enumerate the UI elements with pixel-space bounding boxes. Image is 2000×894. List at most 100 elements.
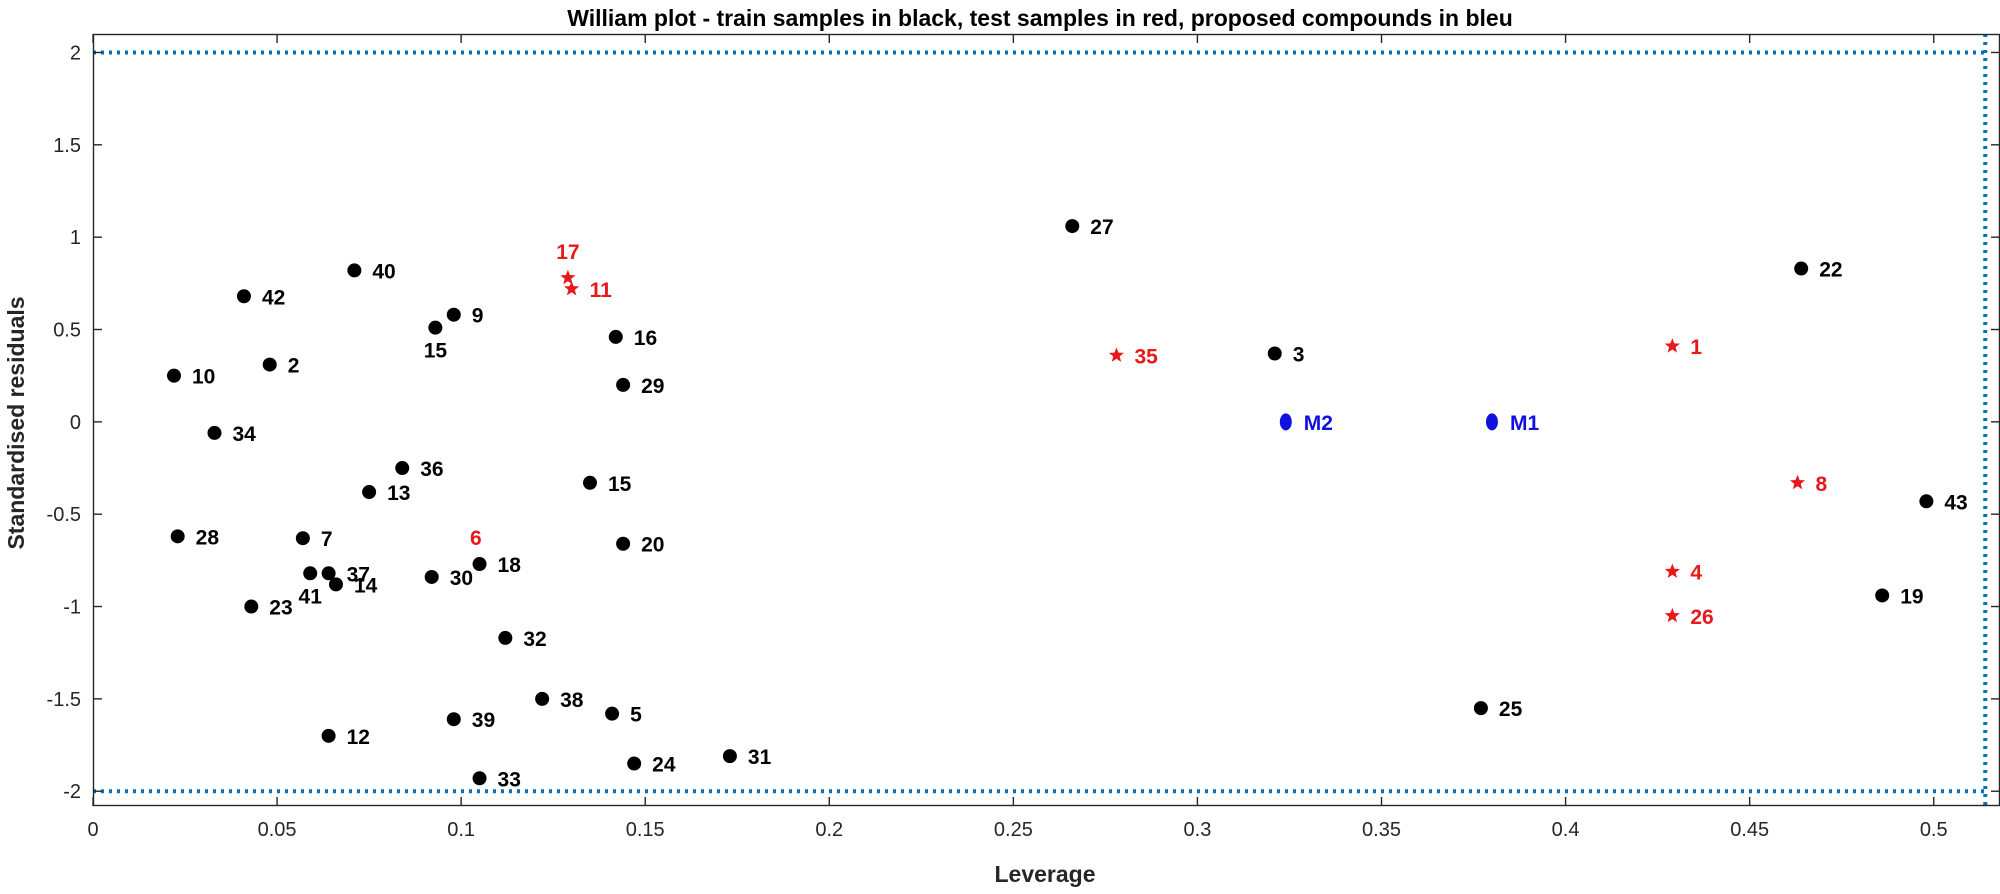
x-axis-label: Leverage: [994, 861, 1095, 887]
train-point-27: [1065, 219, 1080, 234]
point-label: 14: [354, 574, 378, 597]
point-label: 30: [450, 567, 473, 590]
x-tick-label: 0.1: [447, 819, 475, 841]
x-tick-label: 0.05: [258, 819, 297, 841]
x-tick-label: 0.25: [994, 819, 1033, 841]
point-label: 42: [262, 286, 285, 309]
train-point-12: [321, 728, 336, 743]
point-label: 18: [498, 554, 522, 577]
test-point-17: [560, 269, 576, 285]
point-label: 38: [560, 689, 584, 712]
train-point-30: [424, 569, 439, 584]
train-point-23: [244, 599, 259, 614]
y-tick-label: 1: [70, 227, 81, 249]
train-point-24: [627, 756, 642, 771]
y-tick-label: 0: [70, 412, 81, 434]
point-label: 24: [652, 754, 676, 777]
train-point-41: [303, 566, 318, 581]
point-label: 15: [608, 473, 632, 496]
train-point-3: [1267, 346, 1282, 361]
x-tick-label: 0.35: [1362, 819, 1401, 841]
train-point-25: [1473, 701, 1488, 716]
point-label: 15: [424, 340, 448, 363]
y-tick-label: -0.5: [47, 504, 81, 526]
axis-ticks: 0 0.05 0.1 0.15 0.2 0.25 0.3 0.35 0.4 0.45 0.5 -2 -1…: [47, 34, 2000, 841]
train-point-15: [582, 475, 597, 490]
point-label: 9: [472, 305, 484, 328]
x-tick-label: 0.45: [1730, 819, 1769, 841]
point-label: 31: [748, 746, 772, 769]
point-label: 17: [556, 241, 579, 264]
point-label: 13: [387, 482, 410, 505]
point-label: 33: [498, 768, 521, 791]
proposed-point-M1: [1485, 413, 1498, 431]
point-label: 29: [641, 375, 664, 398]
train-point-9: [446, 307, 461, 322]
x-tick-label: 0.4: [1552, 819, 1580, 841]
point-label: 3: [1293, 344, 1305, 367]
train-point-14: [328, 577, 343, 592]
point-label: 34: [232, 423, 256, 446]
plot-area: [93, 34, 2000, 806]
y-tick-label: -2: [63, 781, 81, 803]
point-label: 12: [347, 726, 370, 749]
point-label: 16: [634, 327, 657, 350]
x-tick-label: 0: [87, 819, 98, 841]
train-point-16: [608, 329, 623, 344]
y-tick-label: -1.5: [47, 689, 81, 711]
train-point-42: [236, 289, 251, 304]
train-point-28: [170, 529, 185, 544]
point-label: 22: [1819, 259, 1842, 282]
y-tick-label: 2: [70, 42, 81, 64]
proposed-point-M2: [1279, 413, 1292, 431]
test-point-4: [1664, 563, 1680, 578]
point-label: 32: [523, 628, 546, 651]
x-tick-label: 0.2: [815, 819, 843, 841]
point-label: 5: [630, 704, 642, 727]
point-label: 11: [590, 279, 613, 302]
train-point-22: [1794, 261, 1809, 276]
train-point-39: [446, 712, 461, 727]
reference-lines: [93, 34, 1988, 806]
test-point-11: [563, 280, 580, 296]
train-point-36: [395, 461, 410, 476]
point-label: 4: [1690, 561, 1702, 584]
point-label: 10: [192, 366, 215, 389]
point-label: 27: [1090, 216, 1113, 239]
train-point-18: [472, 557, 487, 572]
chart-title: William plot - train samples in black, t…: [567, 5, 1513, 31]
train-point-29: [616, 377, 631, 392]
test-point-8: [1789, 474, 1806, 490]
x-tick-label: 0.5: [1920, 819, 1948, 841]
x-tick-label: 0.15: [626, 819, 665, 841]
point-label: 40: [372, 260, 395, 283]
point-label: 25: [1499, 698, 1523, 721]
test-point-26: [1664, 607, 1680, 623]
point-label: 41: [299, 585, 323, 608]
train-point-15: [428, 320, 443, 335]
point-label: 2: [288, 355, 300, 378]
train-point-2: [262, 357, 277, 372]
y-tick-label: 0.5: [53, 320, 81, 342]
point-label: 39: [472, 709, 495, 732]
train-point-32: [498, 630, 513, 645]
train-point-38: [535, 691, 550, 706]
point-label: 20: [641, 534, 664, 557]
train-point-40: [347, 263, 362, 278]
point-label: 28: [196, 526, 220, 549]
train-point-31: [722, 749, 737, 764]
x-tick-label: 0.3: [1184, 819, 1212, 841]
train-point-10: [166, 368, 181, 383]
train-point-33: [472, 771, 487, 786]
point-label: 6: [470, 527, 482, 550]
train-point-19: [1875, 588, 1890, 603]
point-label: 8: [1816, 473, 1828, 496]
train-point-7: [295, 531, 310, 546]
point-label: M1: [1510, 412, 1539, 435]
point-label: 26: [1690, 606, 1713, 629]
train-point-43: [1919, 494, 1934, 509]
train-point-13: [362, 485, 377, 500]
point-label: 43: [1944, 491, 1967, 514]
